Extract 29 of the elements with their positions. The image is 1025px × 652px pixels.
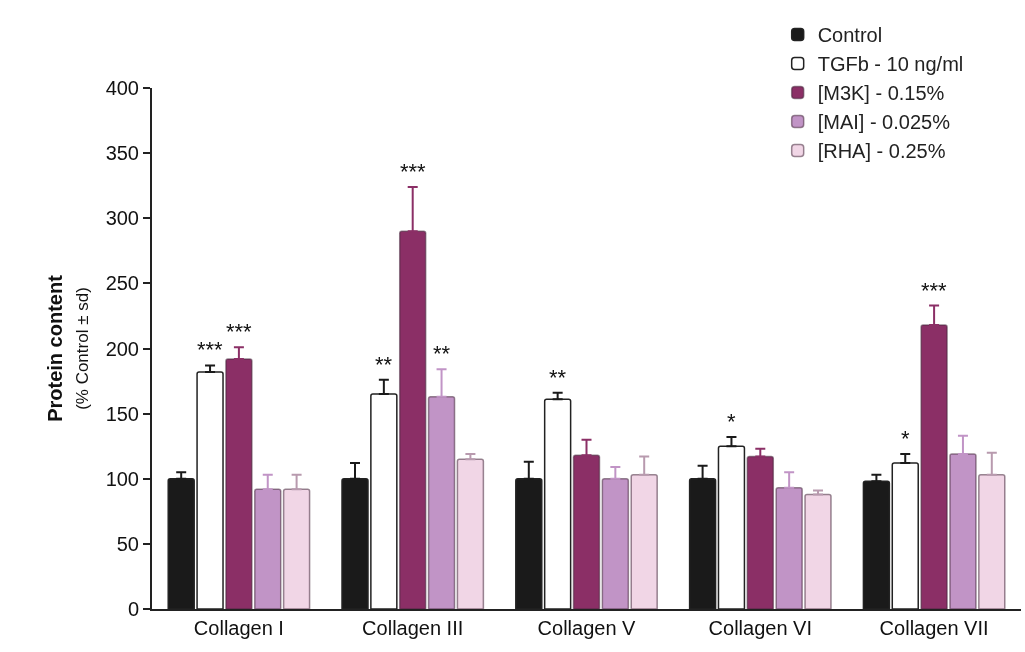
y-tick-label: 100 xyxy=(105,467,139,490)
data-label: ** xyxy=(375,352,393,377)
y-tick-label: 400 xyxy=(105,77,139,99)
y-tick-label: 250 xyxy=(105,272,139,295)
y-tick-label: 300 xyxy=(105,207,139,230)
data-label: *** xyxy=(197,337,224,362)
y-tick-label: 0 xyxy=(127,598,139,620)
y-tick-label: 350 xyxy=(105,142,139,165)
data-label: ** xyxy=(549,365,567,390)
legend-label: TGFb - 10 ng/ml xyxy=(817,53,964,76)
y-tick-label: 150 xyxy=(105,402,139,425)
legend-label: [MAI] - 0.025% xyxy=(817,111,951,134)
y-tick-label: 200 xyxy=(105,337,139,360)
data-label: * xyxy=(901,426,910,451)
data-label: *** xyxy=(226,319,253,344)
x-tick-label: Collagen VII xyxy=(879,617,989,639)
legend-label: Control xyxy=(817,24,883,47)
x-tick-label: Collagen V xyxy=(537,617,637,639)
data-label: * xyxy=(727,409,736,434)
legend-label: [RHA] - 0.25% xyxy=(817,140,946,163)
legend-label: [M3K] - 0.15% xyxy=(817,82,945,105)
x-tick-label: Collagen VI xyxy=(708,617,812,639)
y-tick-label: 50 xyxy=(116,532,139,555)
x-tick-label: Collagen III xyxy=(362,617,464,639)
data-label: *** xyxy=(400,159,427,184)
x-tick-label: Collagen I xyxy=(193,617,284,639)
y-axis-title: Protein content (% Control ± sd) xyxy=(43,274,92,422)
data-label: *** xyxy=(921,278,948,303)
data-label: ** xyxy=(433,341,451,366)
